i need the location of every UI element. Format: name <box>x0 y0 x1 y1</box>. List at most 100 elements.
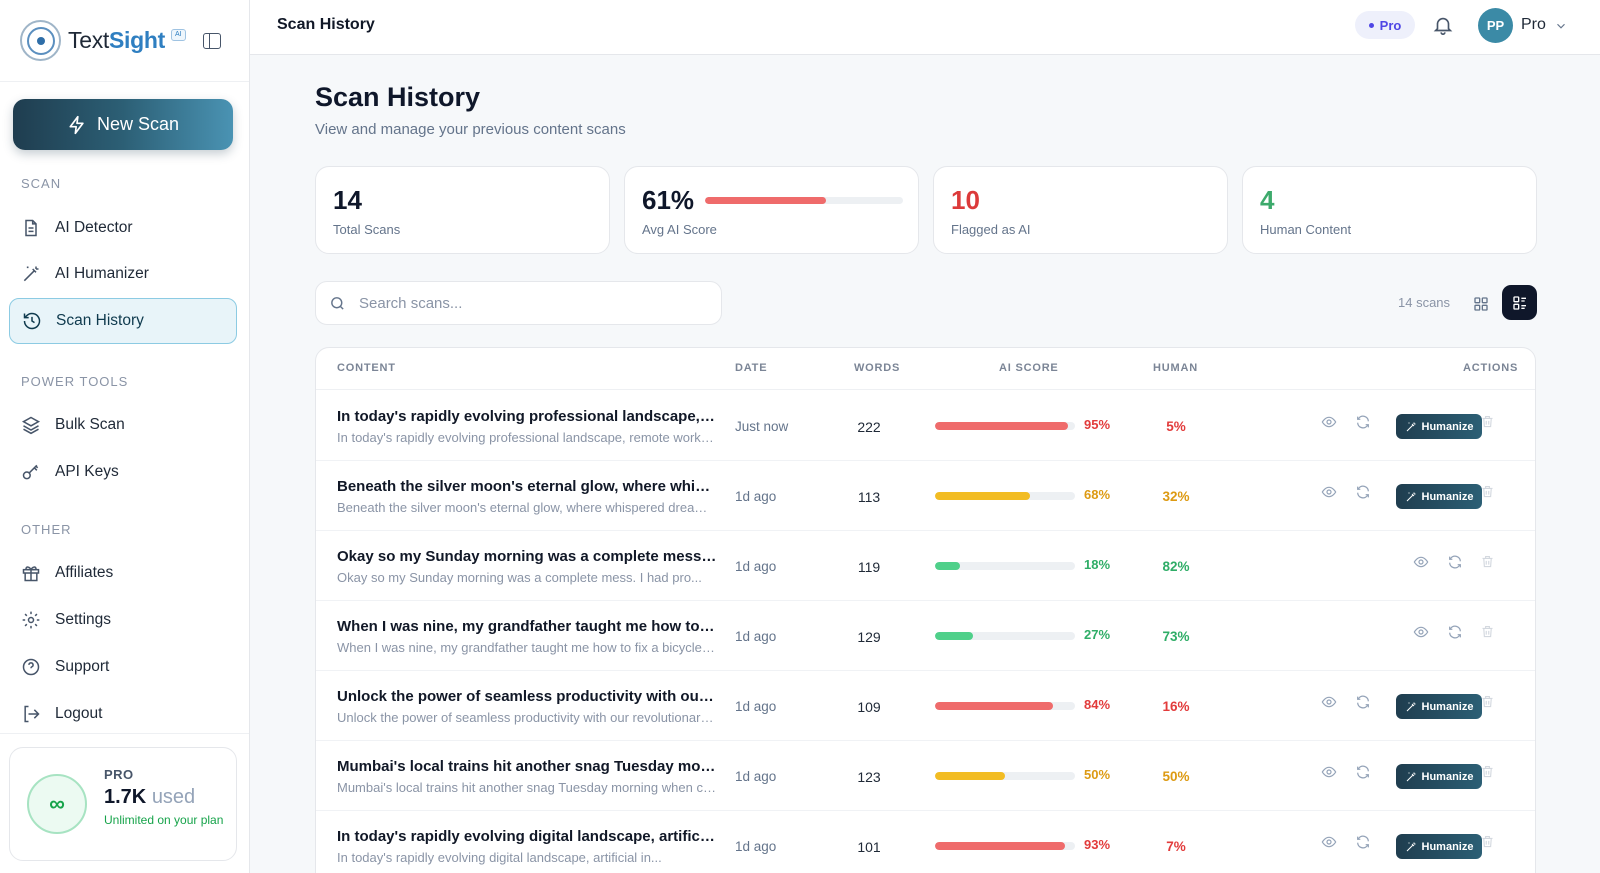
rescan-icon[interactable] <box>1355 764 1371 785</box>
view-icon[interactable] <box>1413 554 1429 575</box>
stat-label: Avg AI Score <box>642 222 717 237</box>
brand-name-part1: Text <box>68 27 109 53</box>
chevron-down-icon[interactable] <box>1554 19 1568 33</box>
rescan-icon[interactable] <box>1355 834 1371 855</box>
avg-score-bar-fill <box>705 197 826 204</box>
col-actions: ACTIONS <box>1463 362 1519 374</box>
bell-icon[interactable] <box>1432 14 1454 36</box>
sidebar-item-scan-history[interactable]: Scan History <box>9 298 237 344</box>
delete-icon[interactable] <box>1480 834 1495 854</box>
ai-score-bar-fill <box>935 632 973 640</box>
rescan-icon[interactable] <box>1355 414 1371 435</box>
stat-avg-ai-score: 61% Avg AI Score <box>624 166 919 254</box>
sidebar-item-bulk-scan[interactable]: Bulk Scan <box>9 402 237 448</box>
view-icon[interactable] <box>1321 484 1337 505</box>
rescan-icon[interactable] <box>1447 554 1463 575</box>
view-icon[interactable] <box>1321 764 1337 785</box>
scan-word-count: 113 <box>857 489 881 505</box>
list-view-button[interactable] <box>1502 285 1537 320</box>
scan-title[interactable]: Unlock the power of seamless productivit… <box>337 688 717 705</box>
table-row[interactable]: When I was nine, my grandfather taught m… <box>316 600 1535 671</box>
sidebar-item-support[interactable]: Support <box>9 644 237 690</box>
scan-title[interactable]: In today's rapidly evolving professional… <box>337 408 717 425</box>
col-human: HUMAN <box>1153 362 1198 374</box>
delete-icon[interactable] <box>1480 694 1495 714</box>
table-row[interactable]: In today's rapidly evolving professional… <box>316 390 1535 461</box>
gear-icon <box>22 611 40 629</box>
human-score-value: 32% <box>1162 489 1190 504</box>
humanize-button[interactable]: Humanize <box>1396 694 1482 719</box>
new-scan-button[interactable]: New Scan <box>13 99 233 150</box>
stat-label: Flagged as AI <box>951 222 1031 237</box>
scan-snippet: When I was nine, my grandfather taught m… <box>337 640 717 655</box>
sidebar-item-logout[interactable]: Logout <box>9 691 237 737</box>
scan-title[interactable]: In today's rapidly evolving digital land… <box>337 828 717 845</box>
table-row[interactable]: Beneath the silver moon's eternal glow, … <box>316 460 1535 531</box>
view-icon[interactable] <box>1413 624 1429 645</box>
sidebar-item-api-keys[interactable]: API Keys <box>9 449 237 495</box>
plan-usage-word: used <box>151 786 196 808</box>
sidebar-item-ai-humanizer[interactable]: AI Humanizer <box>9 251 237 297</box>
ai-score-bar-fill <box>935 842 1066 850</box>
document-icon <box>25 219 37 237</box>
magic-wand-icon <box>1406 702 1416 711</box>
humanize-button[interactable]: Humanize <box>1396 484 1482 509</box>
brand-name-part2: Sight <box>108 27 165 53</box>
scan-title[interactable]: Mumbai's local trains hit another snag T… <box>337 758 717 775</box>
sidebar-item-label: Logout <box>55 705 103 722</box>
rescan-icon[interactable] <box>1355 694 1371 715</box>
brand-name: TextSight <box>68 27 165 54</box>
ai-score-value: 95% <box>1084 417 1111 432</box>
scan-snippet: Unlock the power of seamless productivit… <box>337 710 717 725</box>
humanize-label: Humanize <box>1421 700 1474 713</box>
view-icon[interactable] <box>1321 694 1337 715</box>
view-icon[interactable] <box>1321 834 1337 855</box>
gift-icon <box>22 566 40 582</box>
humanize-button[interactable]: Humanize <box>1396 834 1482 859</box>
magic-wand-icon <box>1406 842 1416 851</box>
list-icon <box>1512 295 1526 310</box>
scan-snippet: Okay so my Sunday morning was a complete… <box>337 570 702 585</box>
scan-date: 1d ago <box>735 629 777 644</box>
table-row[interactable]: Mumbai's local trains hit another snag T… <box>316 740 1535 811</box>
brand: TextSight AI <box>0 0 249 82</box>
search-input[interactable] <box>359 294 689 312</box>
table-row[interactable]: Okay so my Sunday morning was a complete… <box>316 530 1535 601</box>
table-row[interactable]: In today's rapidly evolving digital land… <box>316 810 1535 873</box>
rescan-icon[interactable] <box>1355 484 1371 505</box>
scan-title[interactable]: Beneath the silver moon's eternal glow, … <box>337 478 717 495</box>
avatar[interactable]: PP <box>1478 8 1513 43</box>
stat-label: Total Scans <box>333 222 401 237</box>
scan-word-count: 222 <box>857 419 881 435</box>
humanize-button[interactable]: Humanize <box>1396 764 1482 789</box>
delete-icon[interactable] <box>1480 484 1495 504</box>
delete-icon[interactable] <box>1480 554 1495 574</box>
grid-icon <box>1474 297 1488 311</box>
delete-icon[interactable] <box>1480 764 1495 784</box>
sidebar-item-affiliates[interactable]: Affiliates <box>9 550 237 596</box>
scan-snippet: In today's rapidly evolving professional… <box>337 430 717 445</box>
stat-value: 10 <box>951 185 980 215</box>
table-header: CONTENT DATE WORDS AI SCORE HUMAN ACTION… <box>316 348 1535 390</box>
scan-title[interactable]: Okay so my Sunday morning was a complete… <box>337 548 717 565</box>
scan-snippet: In today's rapidly evolving digital land… <box>337 850 662 865</box>
stat-flagged-ai: 10 Flagged as AI <box>933 166 1228 254</box>
scan-title[interactable]: When I was nine, my grandfather taught m… <box>337 618 717 635</box>
rescan-icon[interactable] <box>1447 624 1463 645</box>
delete-icon[interactable] <box>1480 414 1495 434</box>
sidebar-item-settings[interactable]: Settings <box>9 597 237 643</box>
ai-score-bar <box>935 702 1075 710</box>
sidebar-item-ai-detector[interactable]: AI Detector <box>9 205 237 251</box>
ai-score-bar <box>935 842 1075 850</box>
human-score-value: 16% <box>1162 699 1190 714</box>
scan-word-count: 123 <box>857 769 881 785</box>
table-row[interactable]: Unlock the power of seamless productivit… <box>316 670 1535 741</box>
avg-score-bar <box>705 197 903 204</box>
delete-icon[interactable] <box>1480 624 1495 644</box>
section-label-other: OTHER <box>21 522 72 537</box>
sidebar-toggle-icon[interactable] <box>202 32 221 49</box>
view-icon[interactable] <box>1321 414 1337 435</box>
humanize-button[interactable]: Humanize <box>1396 414 1482 439</box>
grid-view-button[interactable] <box>1468 291 1494 317</box>
user-menu-label[interactable]: Pro <box>1521 16 1546 33</box>
